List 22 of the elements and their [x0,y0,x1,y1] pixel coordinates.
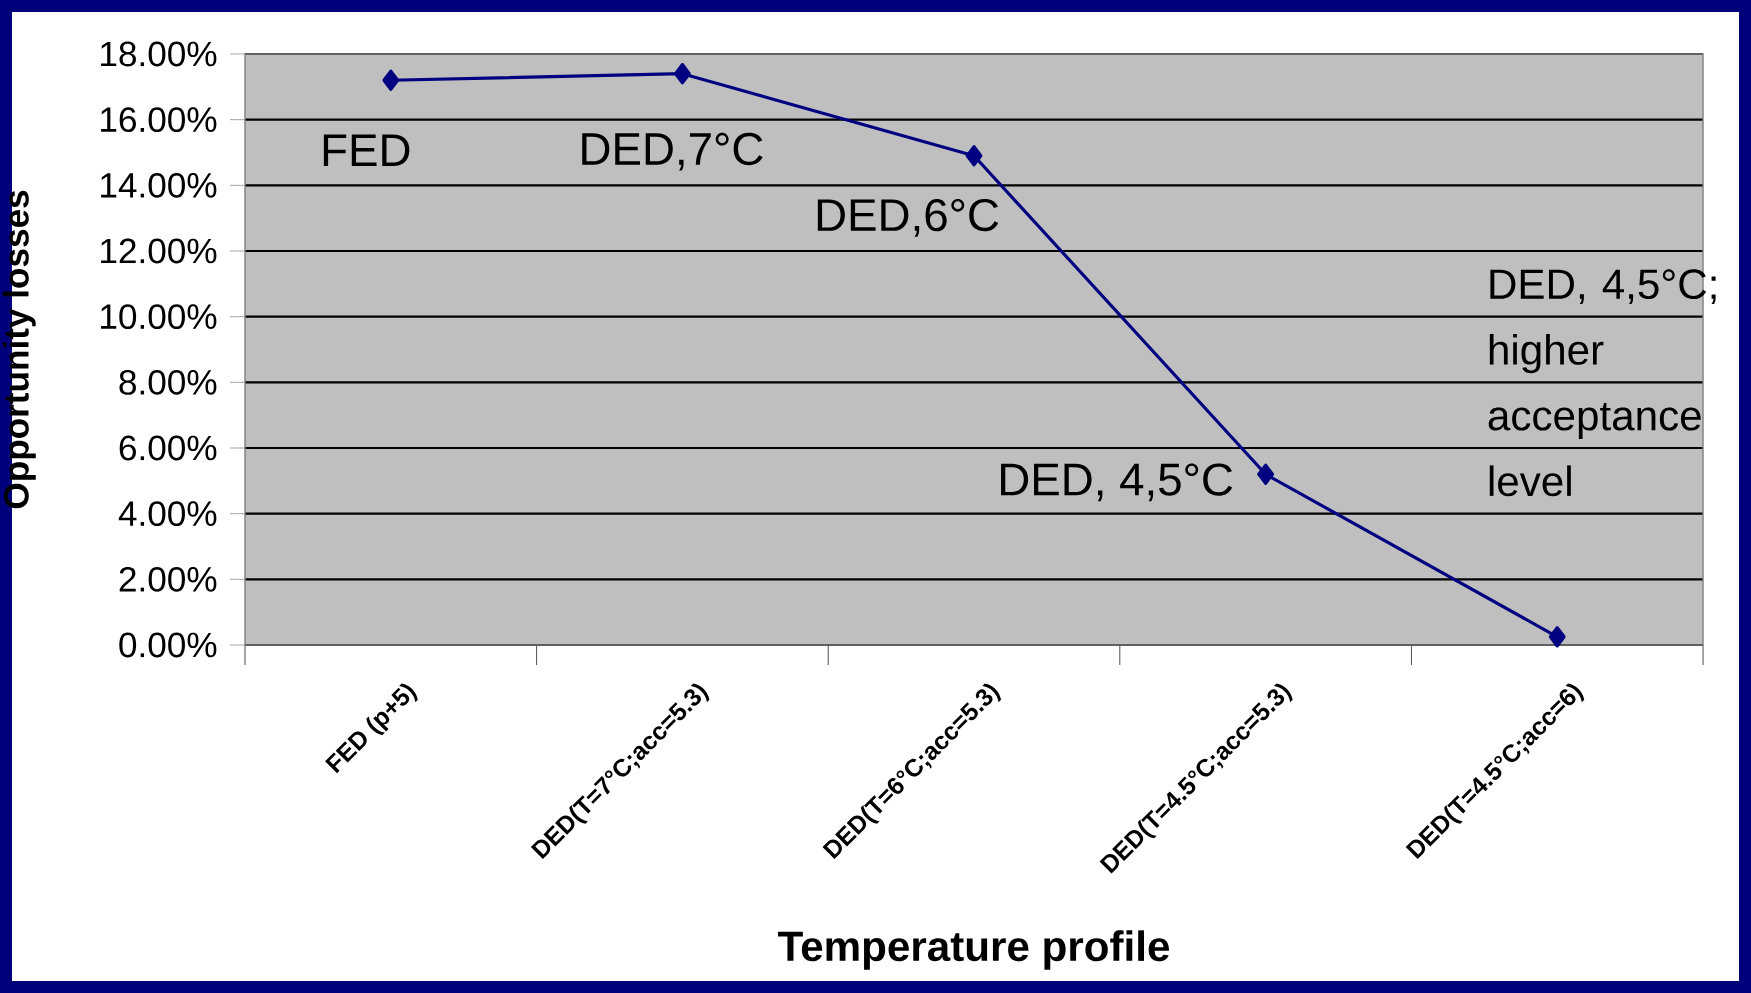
point [965,145,983,167]
point [382,69,400,91]
y-tick-label: 16.00% [101,107,217,133]
y-tick-label: 18.00% [101,41,217,67]
point [1548,626,1566,648]
y-axis-title: Opportunity losses [3,190,36,509]
y-tick-label: 14.00% [101,172,217,198]
y-tick-label: 6.00% [119,435,217,461]
y-tick-label: 0.00% [119,632,217,658]
point [1257,463,1275,485]
y-tick-label: 12.00% [101,238,217,264]
y-tick-label: 4.00% [118,501,217,527]
annotation: DED,7°C [582,132,763,171]
y-tick-label: 8.00% [119,369,217,395]
annotation: DED, 4,5°C [1001,463,1233,502]
annotation: FED [323,134,410,166]
annotation: DED, 4,5°C; higher acceptance level [1488,269,1716,497]
point [673,62,691,85]
annotation: DED,6°C [817,198,999,237]
x-axis-title: Temperature profile [778,930,1169,970]
y-tick-label: 10.00% [101,304,217,330]
y-tick-label: 2.00% [119,566,217,592]
